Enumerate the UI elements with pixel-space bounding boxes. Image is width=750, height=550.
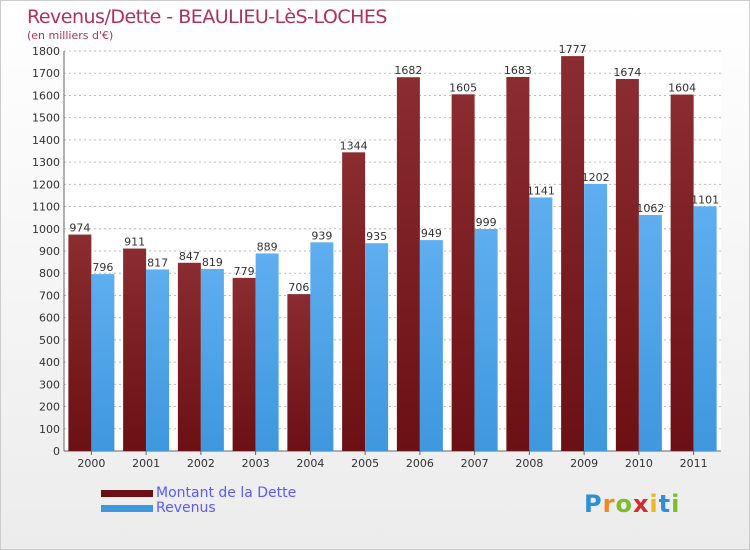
bar-revenus	[200, 269, 224, 451]
data-label-dette: 779	[234, 265, 255, 278]
data-label-revenus: 1101	[691, 193, 719, 206]
bar-revenus	[255, 253, 279, 451]
y-tick-label: 200	[39, 401, 60, 414]
x-tick-label: 2005	[351, 457, 379, 470]
data-label-revenus: 1141	[527, 184, 555, 197]
bar-dette	[342, 152, 366, 452]
x-tick-label: 2004	[296, 457, 324, 470]
proxiti-logo: Proxiti	[584, 490, 680, 518]
y-tick-label: 1100	[32, 201, 60, 214]
bar-dette	[68, 234, 92, 451]
data-label-revenus: 939	[311, 229, 332, 242]
data-label-dette: 911	[124, 236, 145, 249]
bar-revenus	[91, 274, 115, 451]
bar-dette	[615, 79, 639, 451]
legend-swatch-dette	[101, 490, 153, 497]
data-label-dette: 1605	[449, 81, 477, 94]
legend-label-dette: Montant de la Dette	[156, 485, 297, 501]
bar-dette	[451, 94, 475, 451]
bar-dette	[232, 277, 256, 451]
bar-dette	[287, 294, 311, 451]
data-label-dette: 1682	[394, 64, 422, 77]
x-tick-label: 2006	[406, 457, 434, 470]
y-tick-label: 700	[39, 289, 60, 302]
bar-dette	[561, 56, 585, 451]
y-tick-label: 1400	[32, 134, 60, 147]
plot-area	[64, 51, 721, 451]
x-tick-label: 2011	[680, 457, 708, 470]
bar-revenus	[638, 215, 662, 451]
data-label-revenus: 796	[92, 261, 113, 274]
data-label-dette: 1604	[668, 82, 696, 95]
legend-swatch-revenus	[101, 505, 153, 512]
bar-revenus	[310, 242, 334, 451]
legend-label-revenus: Revenus	[156, 500, 216, 516]
logo-letter: x	[632, 490, 650, 518]
chart-subtitle: (en milliers d'€)	[27, 29, 114, 42]
data-label-revenus: 949	[421, 227, 442, 240]
y-tick-label: 400	[39, 356, 60, 369]
x-tick-label: 2010	[625, 457, 653, 470]
x-tick-label: 2007	[461, 457, 489, 470]
data-label-dette: 847	[179, 250, 200, 263]
bar-revenus	[146, 269, 170, 451]
data-label-dette: 1683	[504, 64, 532, 77]
bar-revenus	[529, 197, 553, 451]
bar-dette	[396, 77, 420, 451]
bar-revenus	[419, 240, 443, 451]
x-tick-label: 2002	[187, 457, 215, 470]
y-tick-label: 1600	[32, 89, 60, 102]
bar-dette	[506, 77, 530, 451]
bar-dette	[670, 94, 694, 452]
logo-letter: P	[584, 490, 603, 518]
data-label-revenus: 817	[147, 256, 168, 269]
y-tick-label: 1000	[32, 223, 60, 236]
y-tick-label: 600	[39, 312, 60, 325]
data-label-dette: 1777	[559, 43, 587, 56]
logo-letter: t	[658, 490, 672, 518]
y-tick-label: 300	[39, 378, 60, 391]
y-tick-label: 1300	[32, 156, 60, 169]
logo-letter: i	[671, 490, 681, 518]
logo-letter: i	[649, 490, 659, 518]
y-tick-label: 500	[39, 334, 60, 347]
x-tick-label: 2003	[242, 457, 270, 470]
y-tick-label: 800	[39, 267, 60, 280]
bar-revenus	[474, 229, 498, 451]
bar-dette	[123, 248, 147, 451]
data-label-revenus: 1202	[582, 171, 610, 184]
y-tick-label: 100	[39, 423, 60, 436]
bar-revenus	[365, 243, 389, 451]
data-label-revenus: 1062	[636, 202, 664, 215]
data-label-dette: 974	[69, 222, 90, 235]
chart-title: Revenus/Dette - BEAULIEU-LèS-LOCHES	[27, 6, 387, 28]
bar-dette	[177, 262, 201, 451]
bar-revenus	[693, 206, 717, 451]
x-tick-label: 2008	[515, 457, 543, 470]
data-label-revenus: 999	[476, 216, 497, 229]
bar-revenus	[584, 183, 608, 451]
data-label-dette: 706	[288, 281, 309, 294]
x-tick-label: 2000	[77, 457, 105, 470]
x-tick-label: 2009	[570, 457, 598, 470]
logo-letter: r	[602, 490, 616, 518]
logo-letter: o	[615, 490, 633, 518]
data-label-dette: 1674	[613, 66, 641, 79]
data-label-revenus: 935	[366, 230, 387, 243]
y-tick-label: 1500	[32, 112, 60, 125]
y-tick-label: 0	[53, 445, 60, 458]
data-label-revenus: 889	[257, 240, 278, 253]
y-tick-label: 1800	[32, 45, 60, 58]
data-label-dette: 1344	[340, 139, 368, 152]
x-tick-label: 2001	[132, 457, 160, 470]
y-tick-label: 1700	[32, 67, 60, 80]
y-tick-label: 900	[39, 245, 60, 258]
y-tick-label: 1200	[32, 178, 60, 191]
data-label-revenus: 819	[202, 256, 223, 269]
